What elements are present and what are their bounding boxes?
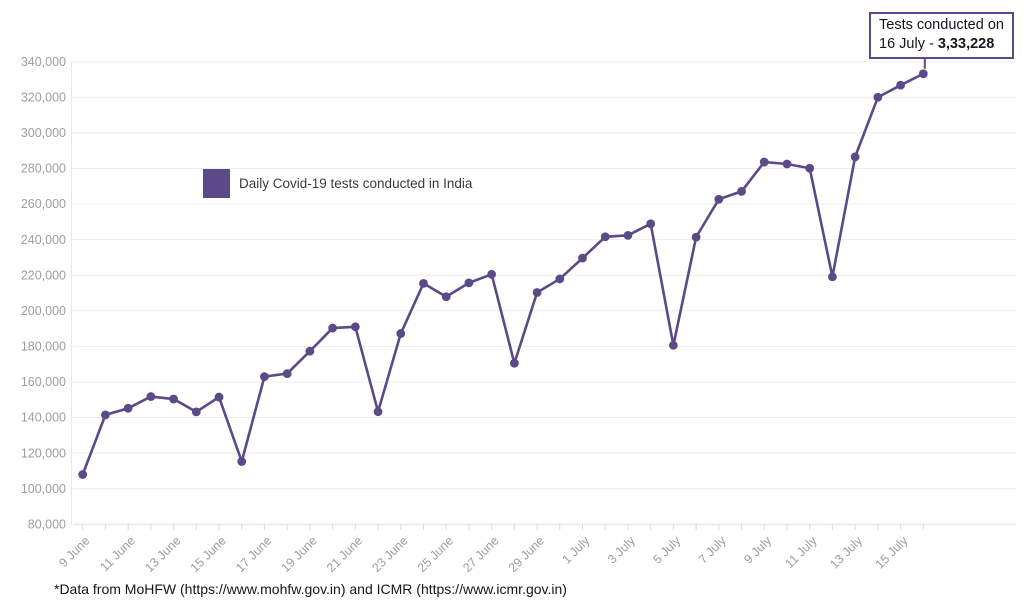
annotation-value: 3,33,228 [937, 36, 995, 53]
x-tick-label: 17 June [233, 534, 274, 575]
data-point [169, 394, 178, 404]
data-point [123, 403, 133, 413]
y-tick-label: 300,000 [21, 126, 66, 140]
x-tick-label: 13 June [142, 534, 183, 575]
y-tick-label: 120,000 [21, 446, 66, 460]
annotation-tooltip: Tests conducted on 16 July - 3,33,228 [869, 12, 1014, 60]
data-point [509, 358, 519, 368]
data-point [578, 253, 587, 263]
y-tick-label: 320,000 [21, 90, 66, 104]
annotation-line1: Tests conducted on [879, 17, 1004, 33]
y-tick-label: 160,000 [21, 375, 66, 389]
x-tick-label: 25 June [415, 534, 456, 575]
data-point [487, 269, 497, 279]
data-point [532, 288, 542, 297]
x-tick-label: 23 June [369, 534, 410, 575]
data-point [850, 152, 860, 162]
y-tick-label: 180,000 [21, 340, 66, 354]
x-tick-label: 21 June [324, 534, 365, 575]
x-tick-label: 9 July [741, 533, 775, 567]
data-point [191, 407, 201, 417]
x-tick-label: 11 June [97, 534, 138, 575]
data-point [237, 457, 247, 466]
data-point [714, 194, 724, 204]
x-tick-label: 11 July [782, 533, 820, 571]
legend-label: Daily Covid-19 tests conducted in India [239, 176, 473, 191]
x-tick-label: 1 July [559, 533, 593, 567]
data-point [805, 163, 815, 173]
data-point [328, 323, 338, 333]
y-axis-labels: 80,000 100,000 120,000 140,000 160,000 180,00… [21, 55, 66, 532]
y-tick-label: 80,000 [28, 518, 66, 532]
x-axis-labels: 9 June 11 June 13 June 15 June 17 June 19 Jun… [56, 533, 911, 575]
legend-swatch [203, 169, 230, 198]
data-point [146, 392, 156, 401]
series-markers [78, 69, 928, 479]
data-point [373, 407, 383, 417]
data-point [441, 292, 451, 302]
data-point [918, 69, 928, 79]
data-point [282, 369, 292, 378]
data-source-note: *Data from MoHFW (https://www.mohfw.gov.… [54, 581, 567, 597]
data-point [555, 274, 565, 284]
x-tick-label: 19 June [278, 534, 319, 575]
data-point [464, 278, 474, 288]
x-tick-label: 13 July [827, 533, 865, 571]
x-tick-label: 5 July [650, 533, 684, 567]
data-point [214, 392, 224, 402]
y-tick-label: 100,000 [21, 482, 66, 496]
y-tick-label: 340,000 [21, 55, 66, 69]
y-tick-label: 240,000 [21, 233, 66, 247]
x-tick-label: 29 June [506, 534, 547, 575]
y-tick-label: 140,000 [21, 411, 66, 425]
x-tick-label: 15 June [188, 534, 229, 575]
data-point [260, 372, 269, 382]
data-point [668, 340, 678, 350]
data-point [101, 410, 110, 420]
data-point [419, 278, 428, 288]
data-point [782, 159, 792, 169]
data-point [646, 219, 656, 229]
x-tick-label: 9 June [56, 534, 92, 570]
data-point [691, 232, 701, 242]
data-point [828, 272, 837, 282]
x-tick-label: 15 July [873, 533, 911, 571]
y-tick-label: 200,000 [21, 304, 66, 318]
data-point [78, 470, 88, 479]
data-point [623, 230, 633, 240]
data-point [396, 329, 406, 338]
y-tick-label: 220,000 [21, 268, 66, 282]
y-tick-label: 280,000 [21, 162, 66, 176]
y-tick-label: 260,000 [21, 197, 66, 211]
data-point [873, 92, 883, 102]
x-tick-label: 3 July [605, 533, 639, 567]
data-point [896, 80, 905, 90]
annotation-line2: 16 July - 3,33,228 [879, 36, 995, 53]
x-tick-label: 27 June [460, 534, 501, 575]
data-point [350, 322, 360, 332]
series-line [81, 72, 925, 476]
data-point [305, 346, 315, 356]
legend: Daily Covid-19 tests conducted in India [203, 169, 472, 198]
data-point [737, 187, 746, 196]
x-axis-ticks [82, 524, 924, 530]
data-point [600, 232, 610, 242]
gridlines [73, 61, 1016, 525]
x-tick-label: 7 July [696, 533, 730, 567]
data-point [759, 157, 769, 167]
